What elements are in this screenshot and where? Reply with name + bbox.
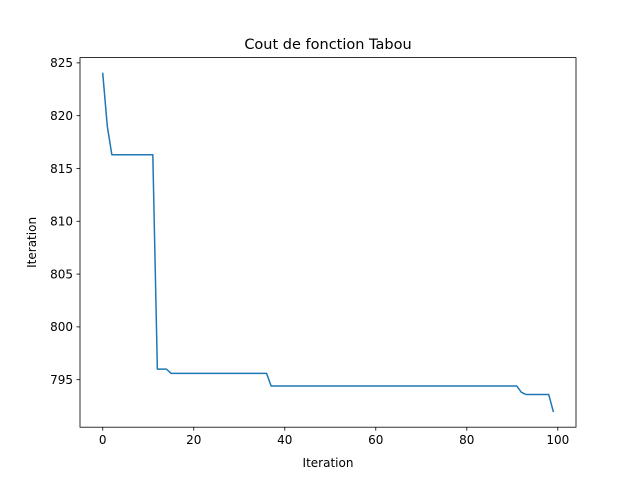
y-tick-label: 815 bbox=[50, 162, 73, 176]
x-tick-label: 0 bbox=[99, 433, 107, 447]
series-line bbox=[101, 72, 555, 413]
x-tick-label: 20 bbox=[186, 433, 201, 447]
y-tick-label: 800 bbox=[50, 320, 73, 334]
series-layer bbox=[101, 72, 555, 413]
chart-title: Cout de fonction Tabou bbox=[244, 37, 411, 53]
y-tick-label: 795 bbox=[50, 373, 73, 387]
x-tick-label: 80 bbox=[459, 433, 474, 447]
x-tick-label: 40 bbox=[277, 433, 292, 447]
y-axis-label: Iteration bbox=[25, 217, 39, 268]
x-axis-label: Iteration bbox=[303, 456, 354, 470]
plot-background bbox=[80, 57, 576, 428]
y-tick-label: 810 bbox=[50, 215, 73, 229]
y-tick-label: 825 bbox=[50, 56, 73, 70]
y-axis-ticks: 795 800 805 810 815 820 825 bbox=[50, 56, 80, 387]
x-tick-label: 100 bbox=[546, 433, 569, 447]
y-tick-label: 805 bbox=[50, 267, 73, 281]
x-tick-label: 60 bbox=[368, 433, 383, 447]
y-tick-label: 820 bbox=[50, 109, 73, 123]
plot-frame bbox=[79, 57, 577, 428]
x-axis-ticks: 0 20 40 60 80 100 bbox=[99, 427, 569, 447]
